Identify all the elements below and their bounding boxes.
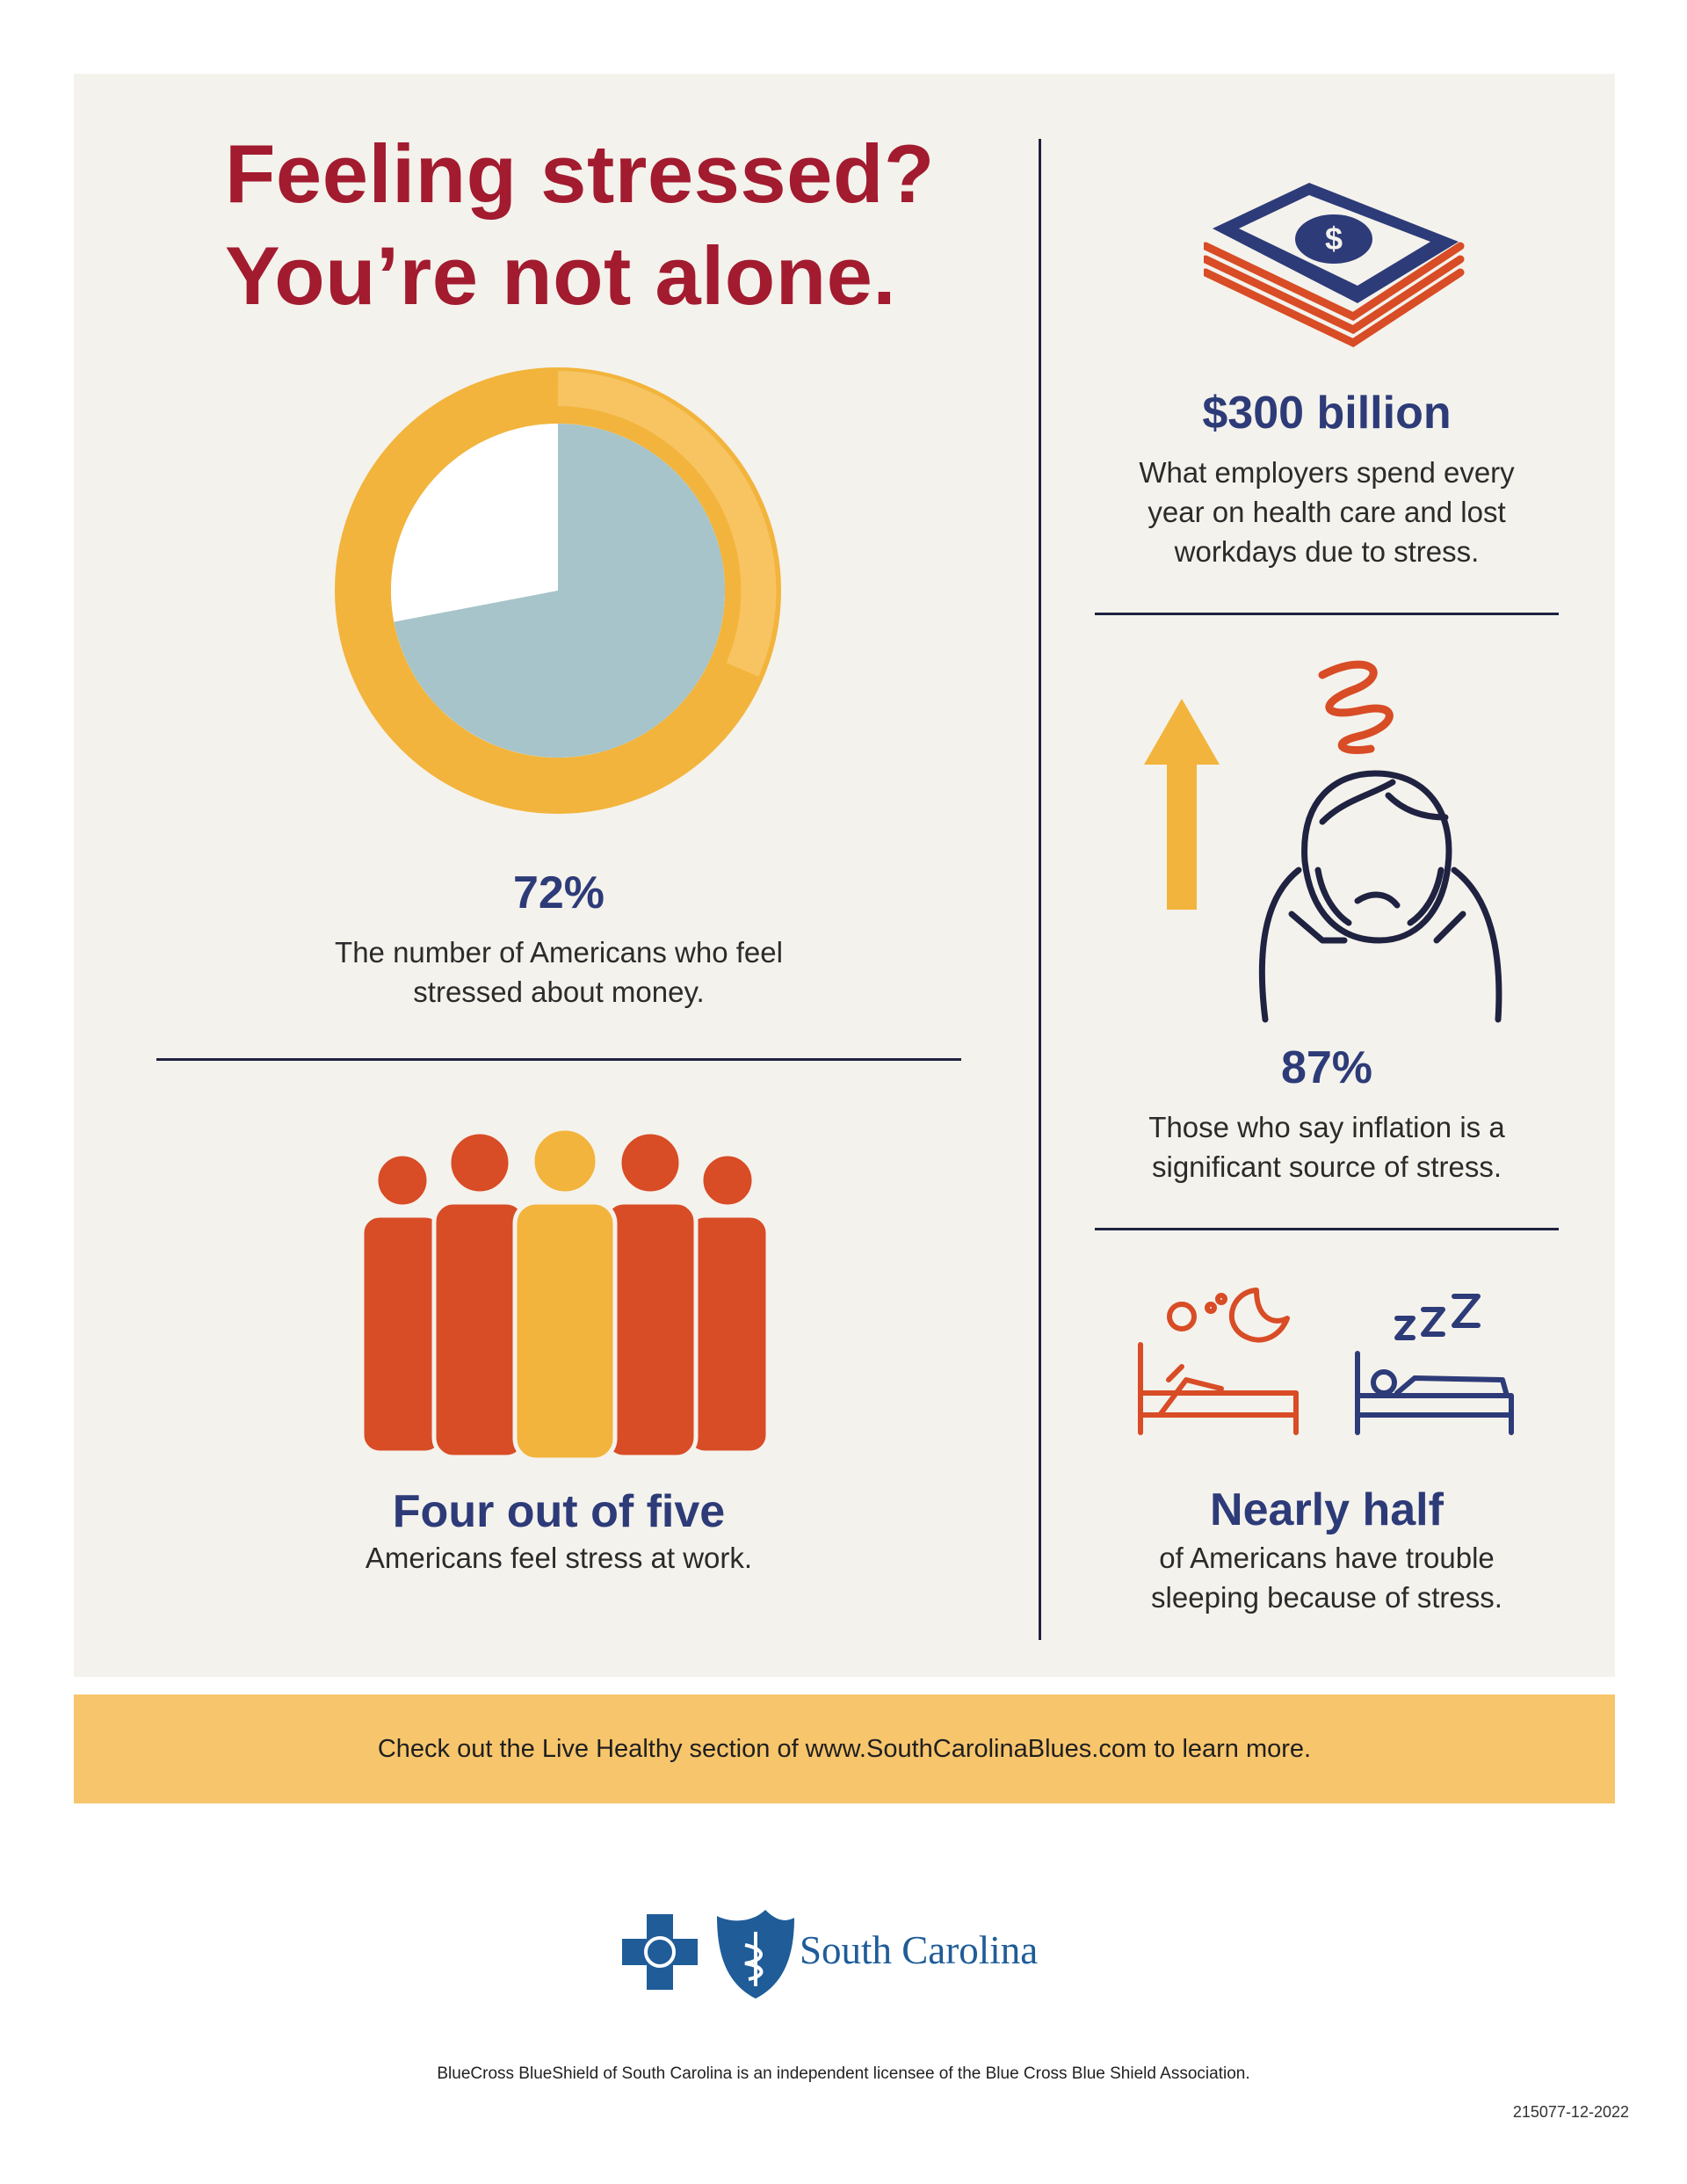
money-stack-icon: $ bbox=[1204, 183, 1465, 348]
inflation-stat-description: Those who say inflation is a significant… bbox=[1090, 1107, 1564, 1186]
inflation-stat-value: 87% bbox=[1280, 1042, 1373, 1093]
center-divider bbox=[1039, 139, 1041, 1640]
money-stat-description: The number of Americans who feel stresse… bbox=[158, 932, 959, 1012]
cta-text[interactable]: Check out the Live Healthy section of ww… bbox=[377, 1734, 1312, 1763]
employers-stat-description: What employers spend every year on healt… bbox=[1090, 453, 1564, 571]
right-divider-1 bbox=[1095, 613, 1559, 615]
sleep-stat-description: of Americans have trouble sleeping becau… bbox=[1090, 1538, 1564, 1617]
money-desc-line-2: stressed about money. bbox=[413, 976, 705, 1008]
money-stat-value: 72% bbox=[512, 867, 605, 918]
employers-desc-line-2: year on health care and lost bbox=[1148, 496, 1506, 528]
sleep-desc-line-1: of Americans have trouble bbox=[1159, 1542, 1495, 1574]
sleep-desc-line-2: sleeping because of stress. bbox=[1151, 1581, 1502, 1614]
work-stat-value: Four out of five bbox=[392, 1486, 726, 1537]
sleep-stat-value: Nearly half bbox=[1210, 1484, 1444, 1535]
page-title: Feeling stressed? You’re not alone. bbox=[225, 123, 945, 327]
employers-desc-line-1: What employers spend every bbox=[1139, 456, 1515, 489]
group-of-people-icon bbox=[359, 1128, 771, 1462]
money-desc-line-1: The number of Americans who feel bbox=[335, 936, 783, 969]
employers-stat-value: $300 billion bbox=[1202, 388, 1452, 439]
left-divider bbox=[156, 1058, 961, 1061]
disclaimer: BlueCross BlueShield of South Carolina i… bbox=[437, 2064, 1250, 2083]
document-code: 215077-12-2022 bbox=[1512, 2103, 1629, 2121]
sleeping-bed-icon bbox=[1138, 1288, 1514, 1435]
cta-banner: Check out the Live Healthy section of ww… bbox=[74, 1694, 1615, 1803]
brand-name: South Carolina bbox=[800, 1928, 1039, 1972]
work-stat-description: Americans feel stress at work. bbox=[158, 1538, 959, 1578]
right-divider-2 bbox=[1095, 1228, 1559, 1230]
pie-slice-stressed bbox=[394, 424, 726, 758]
inflation-desc-line-2: significant source of stress. bbox=[1152, 1150, 1502, 1183]
employers-desc-line-3: workdays due to stress. bbox=[1174, 535, 1480, 568]
up-arrow-icon bbox=[1144, 699, 1220, 910]
title-line-1: Feeling stressed? bbox=[225, 127, 935, 220]
svg-text:$: $ bbox=[1325, 221, 1343, 257]
bluecross-blueshield-logo bbox=[622, 1910, 794, 1999]
inflation-desc-line-1: Those who say inflation is a bbox=[1148, 1111, 1505, 1143]
pie-chart-icon bbox=[335, 367, 781, 814]
stressed-person-icon bbox=[1258, 660, 1502, 1023]
work-desc-line-1: Americans feel stress at work. bbox=[365, 1542, 753, 1574]
title-line-2: You’re not alone. bbox=[225, 229, 897, 322]
